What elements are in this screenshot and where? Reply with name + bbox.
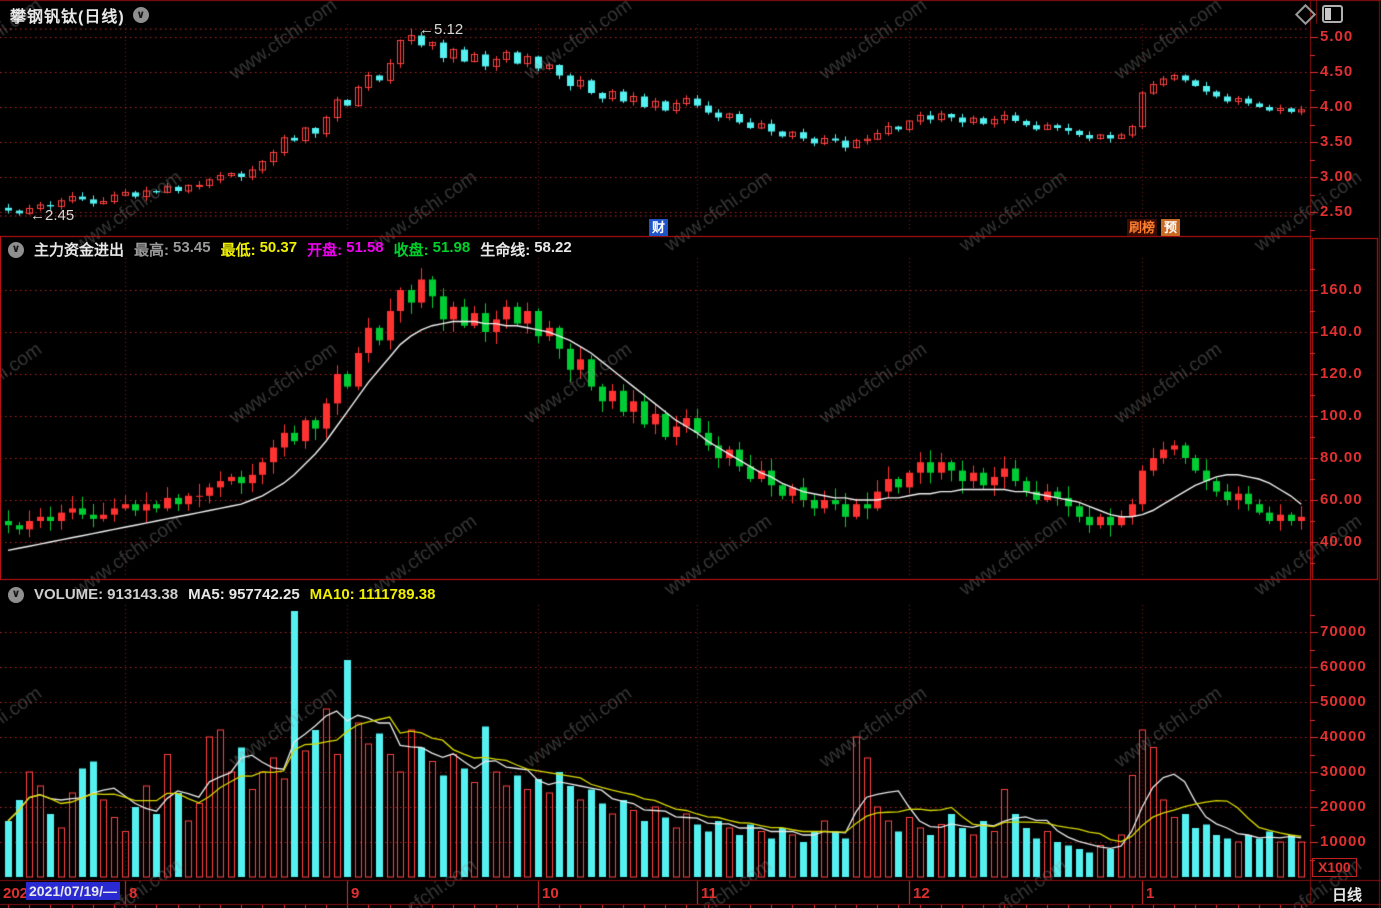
- flow-indicator-name: 主力资金进出: [34, 242, 125, 259]
- scale-label-price: 5.00: [1320, 28, 1354, 45]
- month-label-12: 12: [913, 885, 930, 902]
- volume-ma10-readout: MA10: 1111789.38: [309, 586, 436, 603]
- high-price-marker: ←5.12: [419, 21, 464, 38]
- scale-label-flow: 60.00: [1320, 491, 1363, 508]
- scale-label-volume: 30000: [1320, 763, 1367, 780]
- month-label-9: 9: [351, 885, 360, 902]
- flow-lifeline-readout: 生命线: 58.22: [480, 239, 572, 259]
- collapse-volume-panel-icon[interactable]: ∨: [8, 586, 24, 603]
- axis-year-prefix: 202: [3, 885, 29, 902]
- volume-panel-header: ∨ VOLUME: 913143.38 MA5: 957742.25 MA10: 11…: [8, 586, 435, 603]
- scale-label-price: 4.00: [1320, 98, 1354, 115]
- scale-label-price: 3.00: [1320, 168, 1354, 185]
- collapse-flow-panel-icon[interactable]: ∨: [8, 241, 24, 258]
- flow-panel-header: ∨ 主力资金进出 最高: 53.45 最低: 50.37 开盘: 51.58 收盘: 5…: [8, 239, 572, 260]
- month-label-10: 10: [542, 885, 559, 902]
- scale-label-price: 4.50: [1320, 63, 1354, 80]
- flow-low-readout: 最低: 50.37: [220, 239, 298, 259]
- period-label[interactable]: 日线: [1332, 887, 1363, 904]
- scale-label-volume: 40000: [1320, 728, 1367, 745]
- volume-unit-label: X100: [1312, 858, 1357, 877]
- scale-label-flow: 120.0: [1320, 365, 1363, 382]
- scale-label-flow: 80.00: [1320, 449, 1363, 466]
- volume-readout: VOLUME: 913143.38: [34, 586, 179, 603]
- month-label-8: 8: [129, 885, 138, 902]
- scale-label-flow: 160.0: [1320, 281, 1363, 298]
- panel-layout-icon[interactable]: [1322, 5, 1343, 23]
- month-label-1: 1: [1146, 885, 1155, 902]
- flow-high-readout: 最高: 53.45: [134, 239, 211, 259]
- scale-label-volume: 20000: [1320, 798, 1367, 815]
- month-label-11: 11: [701, 885, 717, 902]
- hot-list-badge[interactable]: 刷榜: [1127, 219, 1158, 236]
- scale-label-flow: 100.0: [1320, 407, 1363, 424]
- scale-label-flow: 40.00: [1320, 533, 1363, 550]
- chevron-down-icon[interactable]: ∨: [132, 7, 149, 23]
- low-price-marker: ←2.45: [30, 207, 75, 224]
- scale-label-price: 2.50: [1320, 203, 1354, 220]
- scale-label-volume: 60000: [1320, 658, 1367, 675]
- finance-badge[interactable]: 财: [649, 219, 669, 236]
- volume-ma5-readout: MA5: 957742.25: [188, 586, 300, 603]
- scale-label-volume: 70000: [1320, 623, 1367, 640]
- preview-badge[interactable]: 预: [1161, 219, 1181, 236]
- axis-start-date-box: 2021/07/19/—: [26, 882, 120, 900]
- scale-label-flow: 140.0: [1320, 323, 1363, 340]
- scale-label-price: 3.50: [1320, 133, 1354, 150]
- flow-open-readout: 开盘: 51.58: [307, 239, 384, 259]
- flow-close-readout: 收盘: 51.98: [393, 239, 471, 259]
- scale-label-volume: 10000: [1320, 833, 1367, 850]
- title-bar: 攀钢钒钛(日线) ∨: [10, 3, 149, 27]
- page-title: 攀钢钒钛(日线): [10, 9, 125, 26]
- scale-label-volume: 50000: [1320, 693, 1367, 710]
